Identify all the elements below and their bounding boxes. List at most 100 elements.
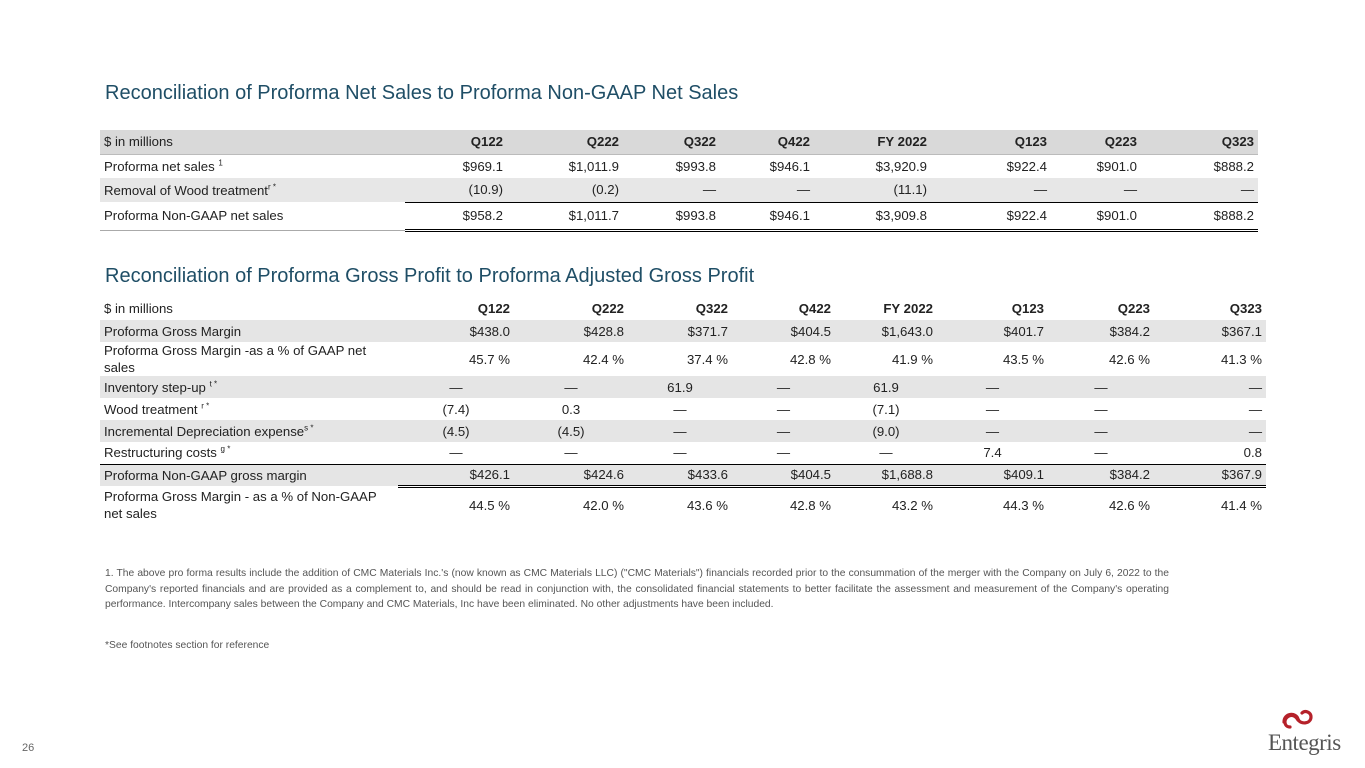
table-row: Wood treatment r * (7.4) 0.3 — — (7.1) —…	[100, 398, 1266, 420]
table-cell: $888.2	[1141, 153, 1258, 178]
table-cell: 42.6 %	[1108, 498, 1150, 514]
table-cell: $367.9	[1154, 463, 1266, 488]
table-cell: —	[1248, 401, 1262, 417]
table-row: Proforma Gross Margin - as a % of Non-GA…	[100, 486, 1266, 524]
table-header-row: $ in millions Q122 Q222 Q322 Q422 FY 202…	[100, 130, 1258, 154]
page-number: 26	[22, 742, 35, 754]
table-cell: $946.1	[720, 153, 814, 178]
row-label: Restructuring costs g *	[104, 444, 231, 461]
table-cell: $993.8	[623, 153, 720, 178]
table-row-total: Proforma Non-GAAP net sales $958.2 $1,01…	[100, 201, 1258, 232]
table-cell: —	[628, 420, 732, 442]
table-cell: (10.9)	[405, 178, 507, 202]
table-cell: (4.5)	[398, 420, 514, 442]
table-row: Restructuring costs g * — — — — — 7.4 — …	[100, 442, 1266, 464]
table-header-row: $ in millions Q122 Q222 Q322 Q422 FY 202…	[100, 296, 1266, 320]
table-cell: $426.1	[398, 463, 514, 488]
table-cell: —	[449, 445, 463, 461]
table-cell: $958.2	[405, 201, 507, 232]
table-cell: —	[985, 401, 1000, 417]
table-cell: —	[1051, 178, 1141, 202]
table-cell: $367.1	[1154, 320, 1266, 342]
footnote-text: 1. The above pro forma results include t…	[105, 568, 1169, 610]
table-cell: —	[514, 376, 628, 398]
column-header: Q122	[477, 300, 510, 316]
table-cell: $404.5	[732, 463, 835, 488]
table-cell: $922.4	[931, 201, 1051, 232]
table2-title: Reconciliation of Proforma Gross Profit …	[105, 265, 755, 287]
table-cell: $1,643.0	[835, 320, 937, 342]
table-cell: —	[1094, 445, 1108, 461]
footnote-marker: r *	[201, 401, 210, 411]
table-cell: $384.2	[1048, 463, 1154, 488]
table-cell: $888.2	[1141, 201, 1258, 232]
table-cell: (9.0)	[835, 420, 937, 442]
table-cell: 0.8	[1243, 445, 1262, 461]
row-label: Proforma net sales 1	[100, 153, 405, 178]
table-cell: 42.8 %	[789, 351, 831, 367]
table-cell: (11.1)	[814, 178, 931, 202]
table-cell: 43.6 %	[686, 498, 728, 514]
table-cell: —	[732, 420, 835, 442]
row-label: Proforma Gross Margin	[100, 320, 398, 342]
table-cell: 44.5 %	[468, 498, 510, 514]
table-cell: —	[720, 178, 814, 202]
table-cell: $922.4	[931, 153, 1051, 178]
row-label: Inventory step-up t *	[100, 376, 398, 398]
table-cell: 37.4 %	[686, 351, 728, 367]
net-sales-reconciliation-table: $ in millions Q122 Q222 Q322 Q422 FY 202…	[100, 130, 1258, 232]
table-cell: 7.4	[983, 445, 1002, 461]
table-cell: $409.1	[937, 463, 1048, 488]
table-cell: 61.9	[628, 376, 732, 398]
table-cell: (7.4)	[442, 401, 470, 417]
table-row: Proforma net sales 1 $969.1 $1,011.9 $99…	[100, 153, 1258, 178]
column-header: Q222	[507, 130, 623, 154]
table-cell: —	[564, 445, 578, 461]
row-label: Proforma Gross Margin - as a % of Non-GA…	[104, 489, 377, 521]
table-cell: $404.5	[732, 320, 835, 342]
table-cell: —	[1141, 178, 1258, 202]
table-cell: (0.2)	[507, 178, 623, 202]
column-header: Q123	[931, 130, 1051, 154]
column-header: FY 2022	[883, 300, 933, 316]
units-label: $ in millions	[100, 130, 405, 154]
table-cell: —	[1048, 376, 1154, 398]
table-cell: $969.1	[405, 153, 507, 178]
table-cell: —	[1154, 420, 1266, 442]
table-cell: 42.6 %	[1108, 351, 1150, 367]
table-cell: $428.8	[514, 320, 628, 342]
table-cell: $993.8	[623, 201, 720, 232]
row-label: Proforma Non-GAAP net sales	[100, 202, 405, 231]
table-cell: 45.7 %	[468, 351, 510, 367]
table-row: Inventory step-up t * — — 61.9 — 61.9 — …	[100, 376, 1266, 398]
footnote-marker: g *	[220, 444, 231, 454]
table-row: Incremental Depreciation expenses * (4.5…	[100, 420, 1266, 442]
table-cell: (7.1)	[872, 401, 900, 417]
table-cell: —	[732, 376, 835, 398]
column-header: Q123	[1011, 300, 1044, 316]
table-cell: 0.3	[561, 401, 581, 417]
table-cell: 42.0 %	[582, 498, 624, 514]
footnote-marker: t *	[209, 379, 218, 389]
table-cell: $384.2	[1048, 320, 1154, 342]
column-header: Q223	[1051, 130, 1141, 154]
table-cell: 43.2 %	[891, 498, 933, 514]
table-row-total: Proforma Non-GAAP gross margin $426.1 $4…	[100, 463, 1266, 488]
table-cell: (4.5)	[514, 420, 628, 442]
table-cell: 43.5 %	[1002, 351, 1044, 367]
row-label: Proforma Gross Margin -as a % of GAAP ne…	[104, 343, 367, 375]
table-cell: $3,920.9	[814, 153, 931, 178]
column-header: Q122	[405, 130, 507, 154]
table-cell: $401.7	[937, 320, 1048, 342]
units-label: $ in millions	[104, 300, 173, 316]
column-header: FY 2022	[814, 130, 931, 154]
row-label: Wood treatment r *	[104, 401, 210, 417]
table-cell: $438.0	[398, 320, 514, 342]
footnote-marker: s *	[304, 423, 314, 433]
table-cell: 41.3 %	[1220, 351, 1262, 367]
row-label: Proforma Non-GAAP gross margin	[100, 463, 398, 486]
column-header: Q323	[1141, 130, 1258, 154]
entegris-logo: Entegris	[1262, 708, 1352, 764]
logo-wordmark: Entegris	[1268, 730, 1341, 755]
table-cell: 44.3 %	[1002, 498, 1044, 514]
